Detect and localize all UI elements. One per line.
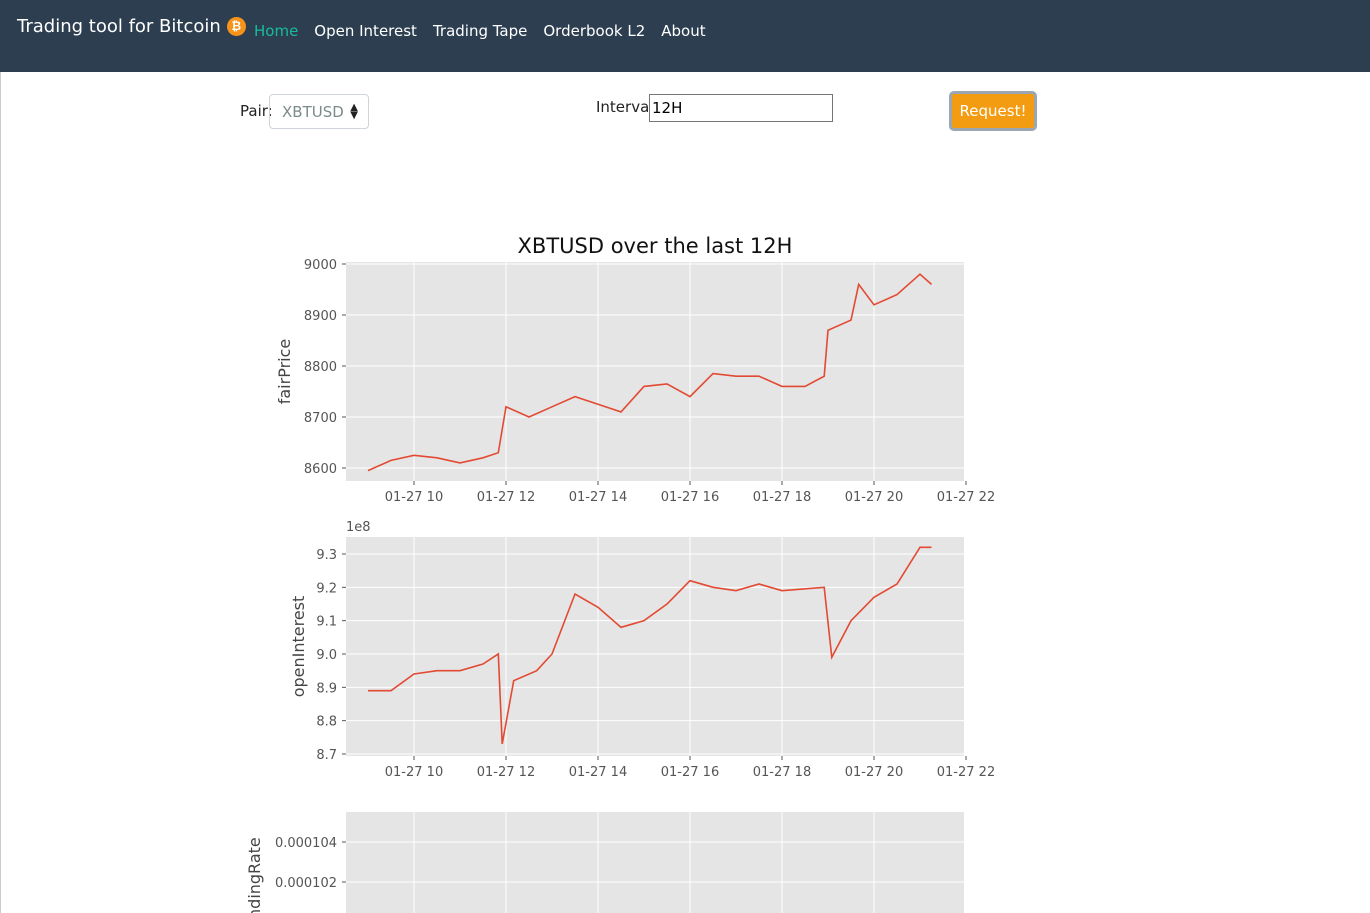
x-tick-label: 01-27 10 <box>385 490 443 505</box>
x-tick-label: 01-27 20 <box>845 490 903 505</box>
y-tick-label: 9.0 <box>316 648 337 663</box>
y-tick-label: 9.3 <box>316 548 337 563</box>
y-tick-label: 8.8 <box>316 715 337 730</box>
y-tick-label: 0.000102 <box>275 876 337 891</box>
y-tick-label: 9000 <box>304 258 337 273</box>
page-border <box>0 72 1 913</box>
x-tick-label: 01-27 14 <box>569 765 627 780</box>
navbar: Trading tool for Bitcoin ₿ Home Open Int… <box>0 0 1370 72</box>
x-tick-label: 01-27 16 <box>661 765 719 780</box>
y-tick-label: 9.1 <box>316 615 337 630</box>
x-tick-label: 01-27 18 <box>753 490 811 505</box>
plot-area <box>346 812 964 913</box>
sort-arrows-icon: ▲ ▼ <box>350 102 358 121</box>
bitcoin-icon: ₿ <box>226 17 246 36</box>
nav-item-trading-tape[interactable]: Trading Tape <box>432 22 528 40</box>
pair-select-value: XBTUSD <box>282 103 344 121</box>
y-tick-label: 9.2 <box>316 581 337 596</box>
y-tick-label: 8.7 <box>316 748 337 763</box>
x-tick-label: 01-27 22 <box>937 765 995 780</box>
plot-area <box>346 262 964 481</box>
request-button[interactable]: Request! <box>949 91 1037 131</box>
x-tick-label: 01-27 18 <box>753 765 811 780</box>
x-tick-label: 01-27 12 <box>477 490 535 505</box>
brand-title[interactable]: Trading tool for Bitcoin <box>17 16 221 37</box>
y-tick-label: 8.9 <box>316 681 337 696</box>
y-axis-label: openInterest <box>289 596 308 698</box>
series-line <box>367 273 933 472</box>
y-tick-label: 0.000104 <box>275 836 337 851</box>
x-tick-label: 01-27 14 <box>569 490 627 505</box>
y-tick-label: 8700 <box>304 411 337 426</box>
y-offset-label: 1e8 <box>346 520 371 535</box>
x-tick-label: 01-27 16 <box>661 490 719 505</box>
x-tick-label: 01-27 12 <box>477 765 535 780</box>
nav-menu: Home Open Interest Trading Tape Orderboo… <box>254 22 706 40</box>
series-line <box>368 546 932 745</box>
nav-item-open-interest[interactable]: Open Interest <box>314 22 417 40</box>
y-axis-label: fairPrice <box>275 339 294 405</box>
pair-label: Pair: <box>240 102 273 120</box>
x-tick-label: 01-27 20 <box>845 765 903 780</box>
x-tick-label: 01-27 10 <box>385 765 443 780</box>
y-tick-label: 8600 <box>304 462 337 477</box>
nav-item-home[interactable]: Home <box>254 22 299 40</box>
y-tick-label: 8800 <box>304 360 337 375</box>
interval-input[interactable] <box>649 94 833 122</box>
x-tick-label: 01-27 22 <box>937 490 995 505</box>
chart-title: XBTUSD over the last 12H <box>518 234 793 258</box>
y-axis-label: fundingRate <box>245 837 264 913</box>
y-tick-label: 8900 <box>304 309 337 324</box>
plot-area <box>346 537 964 756</box>
brand[interactable]: Trading tool for Bitcoin ₿ <box>17 16 246 37</box>
pair-select[interactable]: XBTUSD ▲ ▼ <box>269 94 369 129</box>
interval-label: Interval: <box>596 98 659 116</box>
nav-item-about[interactable]: About <box>661 22 706 40</box>
nav-item-orderbook-l2[interactable]: Orderbook L2 <box>543 22 646 40</box>
